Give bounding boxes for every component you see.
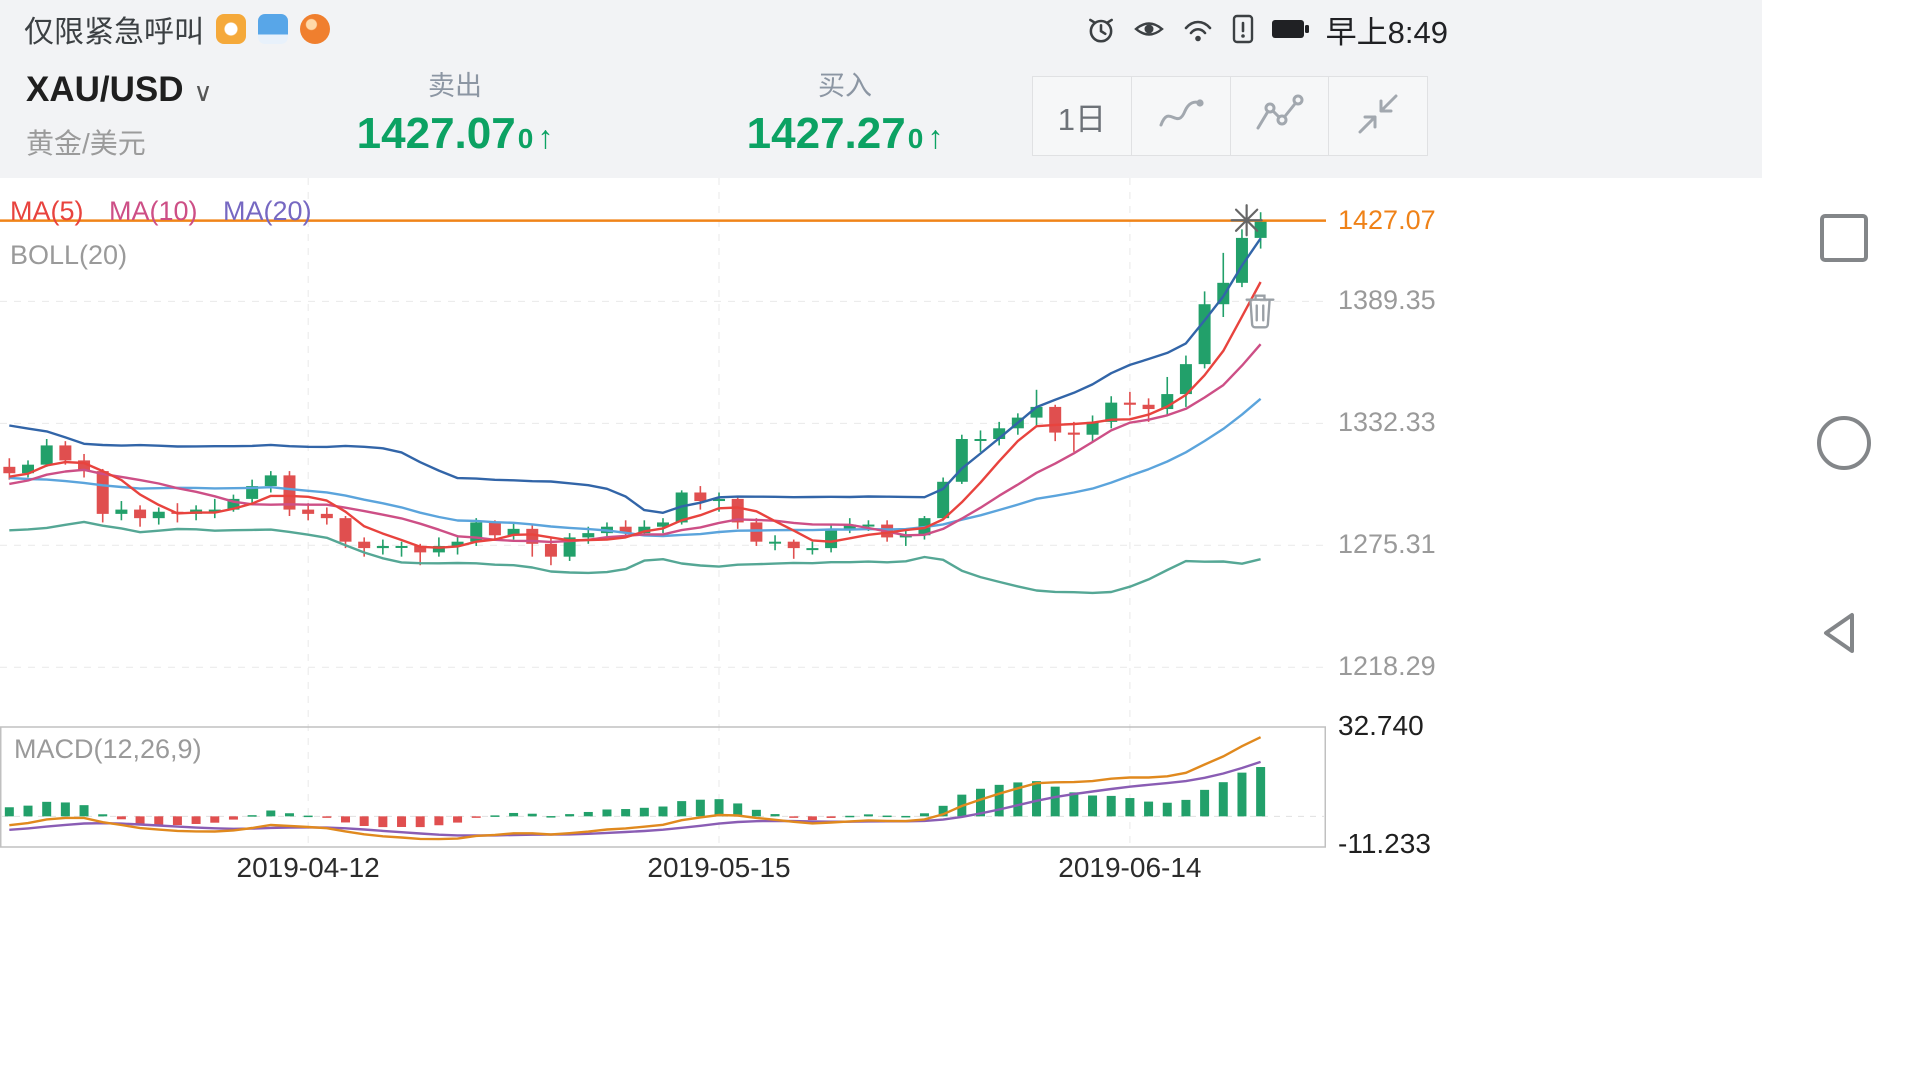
sell-label: 卖出	[428, 71, 482, 101]
period-label: 1日	[1057, 101, 1106, 137]
buy-price-main: 1427.27	[746, 109, 906, 158]
eye-icon	[1132, 14, 1166, 44]
symbol-selector[interactable]: XAU/USD ∨	[26, 70, 213, 110]
home-button[interactable]	[1817, 416, 1871, 470]
sell-quote-button[interactable]: 卖出 1427.070 ↑	[325, 64, 585, 159]
buy-label: 买入	[818, 71, 872, 101]
ma20-label: MA(20)	[223, 196, 312, 226]
x-axis-label: 2019-04-12	[236, 852, 380, 883]
notification-app-icon-1	[216, 14, 246, 44]
buy-up-arrow-icon: ↑	[927, 119, 944, 155]
y-axis-label: 1275.31	[1338, 529, 1436, 560]
chart-toolbar: 1日	[1032, 76, 1428, 156]
y-axis-label: 1332.33	[1338, 407, 1436, 438]
status-bar: 仅限紧急呼叫 早上8:49	[0, 0, 1762, 58]
android-nav-bar	[1762, 0, 1920, 1080]
latest-price-marker	[1234, 208, 1259, 232]
sell-price-sub: 0	[517, 123, 534, 154]
battery-icon	[1271, 16, 1311, 42]
ma5-label: MA(5)	[10, 196, 84, 226]
symbol-title: XAU/USD	[26, 70, 184, 109]
sell-up-arrow-icon: ↑	[537, 119, 554, 155]
price-chart-canvas[interactable]	[0, 0, 1762, 1080]
status-right: 早上8:49	[1085, 7, 1762, 52]
y-axis-label: 1218.29	[1338, 651, 1436, 682]
draw-tool-button[interactable]	[1130, 77, 1230, 155]
macd-label: MACD(12,26,9)	[14, 734, 202, 764]
chevron-down-icon: ∨	[193, 77, 213, 107]
line-chart-icon	[1253, 91, 1305, 142]
buy-quote-button[interactable]: 买入 1427.270 ↑	[715, 64, 975, 159]
x-axis-label: 2019-06-14	[1058, 852, 1202, 883]
back-button[interactable]	[1818, 610, 1864, 661]
wifi-icon	[1181, 14, 1215, 44]
collapse-button[interactable]	[1328, 77, 1427, 155]
ma-indicator-labels: MA(5) MA(10) MA(20)	[10, 196, 330, 227]
buy-price: 1427.270 ↑	[715, 109, 975, 159]
delete-drawing-icon[interactable]	[1242, 290, 1278, 335]
buy-price-sub: 0	[907, 123, 924, 154]
ma10-label: MA(10)	[109, 196, 198, 226]
sell-price: 1427.070 ↑	[325, 109, 585, 159]
notification-app-icon-2	[258, 14, 288, 44]
recents-button[interactable]	[1820, 214, 1868, 262]
x-axis-label: 2019-05-15	[647, 852, 791, 883]
notification-app-icon-3	[300, 14, 330, 44]
y-axis-label: 1389.35	[1338, 285, 1436, 316]
period-button[interactable]: 1日	[1033, 77, 1131, 155]
draw-tool-icon	[1155, 91, 1207, 142]
status-time: 早上8:49	[1325, 14, 1448, 50]
macd-axis-min: -11.233	[1338, 828, 1431, 859]
macd-axis-max: 32.740	[1338, 710, 1424, 741]
quote-header: XAU/USD ∨ 黄金/美元 卖出 1427.070 ↑ 买入 1427.270 ↑…	[0, 58, 1762, 178]
alarm-icon	[1085, 13, 1117, 45]
chart-type-button[interactable]	[1229, 77, 1329, 155]
collapse-icon	[1354, 91, 1402, 142]
sell-price-main: 1427.07	[356, 109, 516, 158]
status-left: 仅限紧急呼叫	[24, 7, 330, 51]
current-price-label: 1427.07	[1338, 204, 1436, 235]
symbol-subtitle: 黄金/美元	[26, 128, 146, 159]
carrier-text: 仅限紧急呼叫	[24, 16, 204, 49]
boll-label: BOLL(20)	[10, 240, 128, 270]
sim-alert-icon	[1230, 13, 1256, 45]
